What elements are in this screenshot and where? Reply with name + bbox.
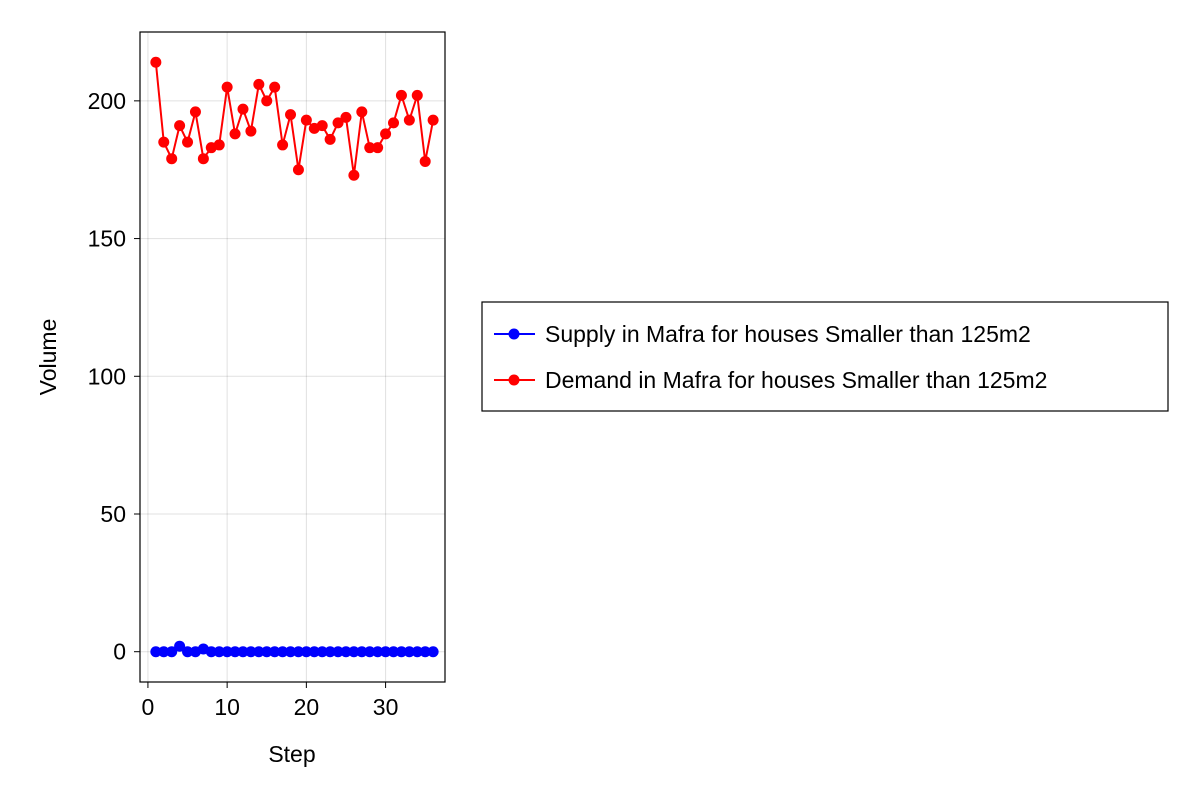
data-point-demand [189, 106, 201, 118]
series-demand [150, 56, 439, 181]
legend-marker-demand [508, 374, 520, 386]
data-point-supply [340, 646, 352, 658]
data-point-supply [324, 646, 336, 658]
legend-box [481, 301, 1169, 412]
data-point-demand [395, 89, 407, 101]
data-point-demand [269, 81, 281, 93]
data-point-supply [237, 646, 249, 658]
y-axis: 0 50 100 150 200 [88, 88, 140, 665]
data-point-demand [197, 153, 209, 165]
data-point-supply [261, 646, 273, 658]
data-point-supply [292, 646, 304, 658]
data-point-demand [340, 111, 352, 123]
data-point-supply [427, 646, 439, 658]
data-point-demand [277, 139, 289, 151]
data-point-supply [213, 646, 225, 658]
x-tick-label: 10 [214, 694, 240, 720]
data-point-demand [237, 103, 249, 115]
data-point-supply [403, 646, 415, 658]
data-point-demand [388, 117, 400, 129]
data-point-supply [332, 646, 344, 658]
y-tick-label: 0 [113, 639, 126, 665]
data-point-supply [395, 646, 407, 658]
data-point-supply [388, 646, 400, 658]
data-point-supply [277, 646, 289, 658]
y-tick-label: 50 [100, 501, 126, 527]
data-point-demand [253, 78, 265, 90]
plot-frame [139, 31, 446, 683]
data-point-supply [229, 646, 241, 658]
y-tick-label: 200 [88, 88, 126, 114]
series-supply [150, 640, 439, 658]
data-point-supply [253, 646, 265, 658]
data-point-demand [221, 81, 233, 93]
data-point-supply [380, 646, 392, 658]
legend-marker-supply [508, 328, 520, 340]
data-point-supply [245, 646, 257, 658]
data-point-demand [229, 128, 241, 140]
data-point-supply [364, 646, 376, 658]
data-point-demand [182, 136, 194, 148]
data-point-supply [411, 646, 423, 658]
y-tick-label: 100 [88, 363, 126, 389]
data-point-supply [285, 646, 297, 658]
y-tick-label: 150 [88, 226, 126, 252]
data-point-demand [427, 114, 439, 126]
y-axis-label: Volume [35, 319, 61, 396]
data-point-supply [221, 646, 233, 658]
data-point-demand [348, 169, 360, 181]
data-point-demand [285, 109, 297, 121]
data-point-demand [213, 139, 225, 151]
data-point-demand [316, 120, 328, 132]
data-point-demand [411, 89, 423, 101]
data-point-demand [364, 142, 376, 154]
data-point-demand [292, 164, 304, 176]
data-point-demand [261, 95, 273, 107]
data-point-supply [269, 646, 281, 658]
data-point-supply [356, 646, 368, 658]
x-tick-label: 20 [294, 694, 320, 720]
legend: Supply in Mafra for houses Smaller than … [481, 301, 1169, 412]
data-point-supply [158, 646, 170, 658]
x-tick-label: 0 [142, 694, 155, 720]
data-point-supply [182, 646, 194, 658]
data-point-supply [205, 646, 217, 658]
data-point-demand [419, 155, 431, 167]
series-layer [150, 56, 439, 658]
data-point-demand [356, 106, 368, 118]
data-point-supply [348, 646, 360, 658]
data-point-supply [316, 646, 328, 658]
data-point-demand [300, 114, 312, 126]
data-point-demand [324, 133, 336, 145]
data-point-demand [166, 153, 178, 165]
x-tick-label: 30 [373, 694, 399, 720]
data-point-supply [150, 646, 162, 658]
data-point-demand [380, 128, 392, 140]
data-point-supply [300, 646, 312, 658]
data-point-supply [308, 646, 320, 658]
data-point-demand [372, 142, 384, 154]
data-point-supply [174, 640, 186, 652]
legend-label-supply: Supply in Mafra for houses Smaller than … [545, 321, 1031, 347]
data-point-demand [158, 136, 170, 148]
legend-label-demand: Demand in Mafra for houses Smaller than … [545, 367, 1047, 393]
data-point-demand [150, 56, 162, 68]
data-point-supply [166, 646, 178, 658]
data-point-demand [332, 117, 344, 129]
x-axis: 0 10 20 30 [142, 682, 399, 720]
data-point-supply [372, 646, 384, 658]
data-point-supply [419, 646, 431, 658]
data-point-demand [403, 114, 415, 126]
data-point-demand [245, 125, 257, 137]
data-point-demand [174, 120, 186, 132]
x-axis-label: Step [268, 741, 315, 767]
